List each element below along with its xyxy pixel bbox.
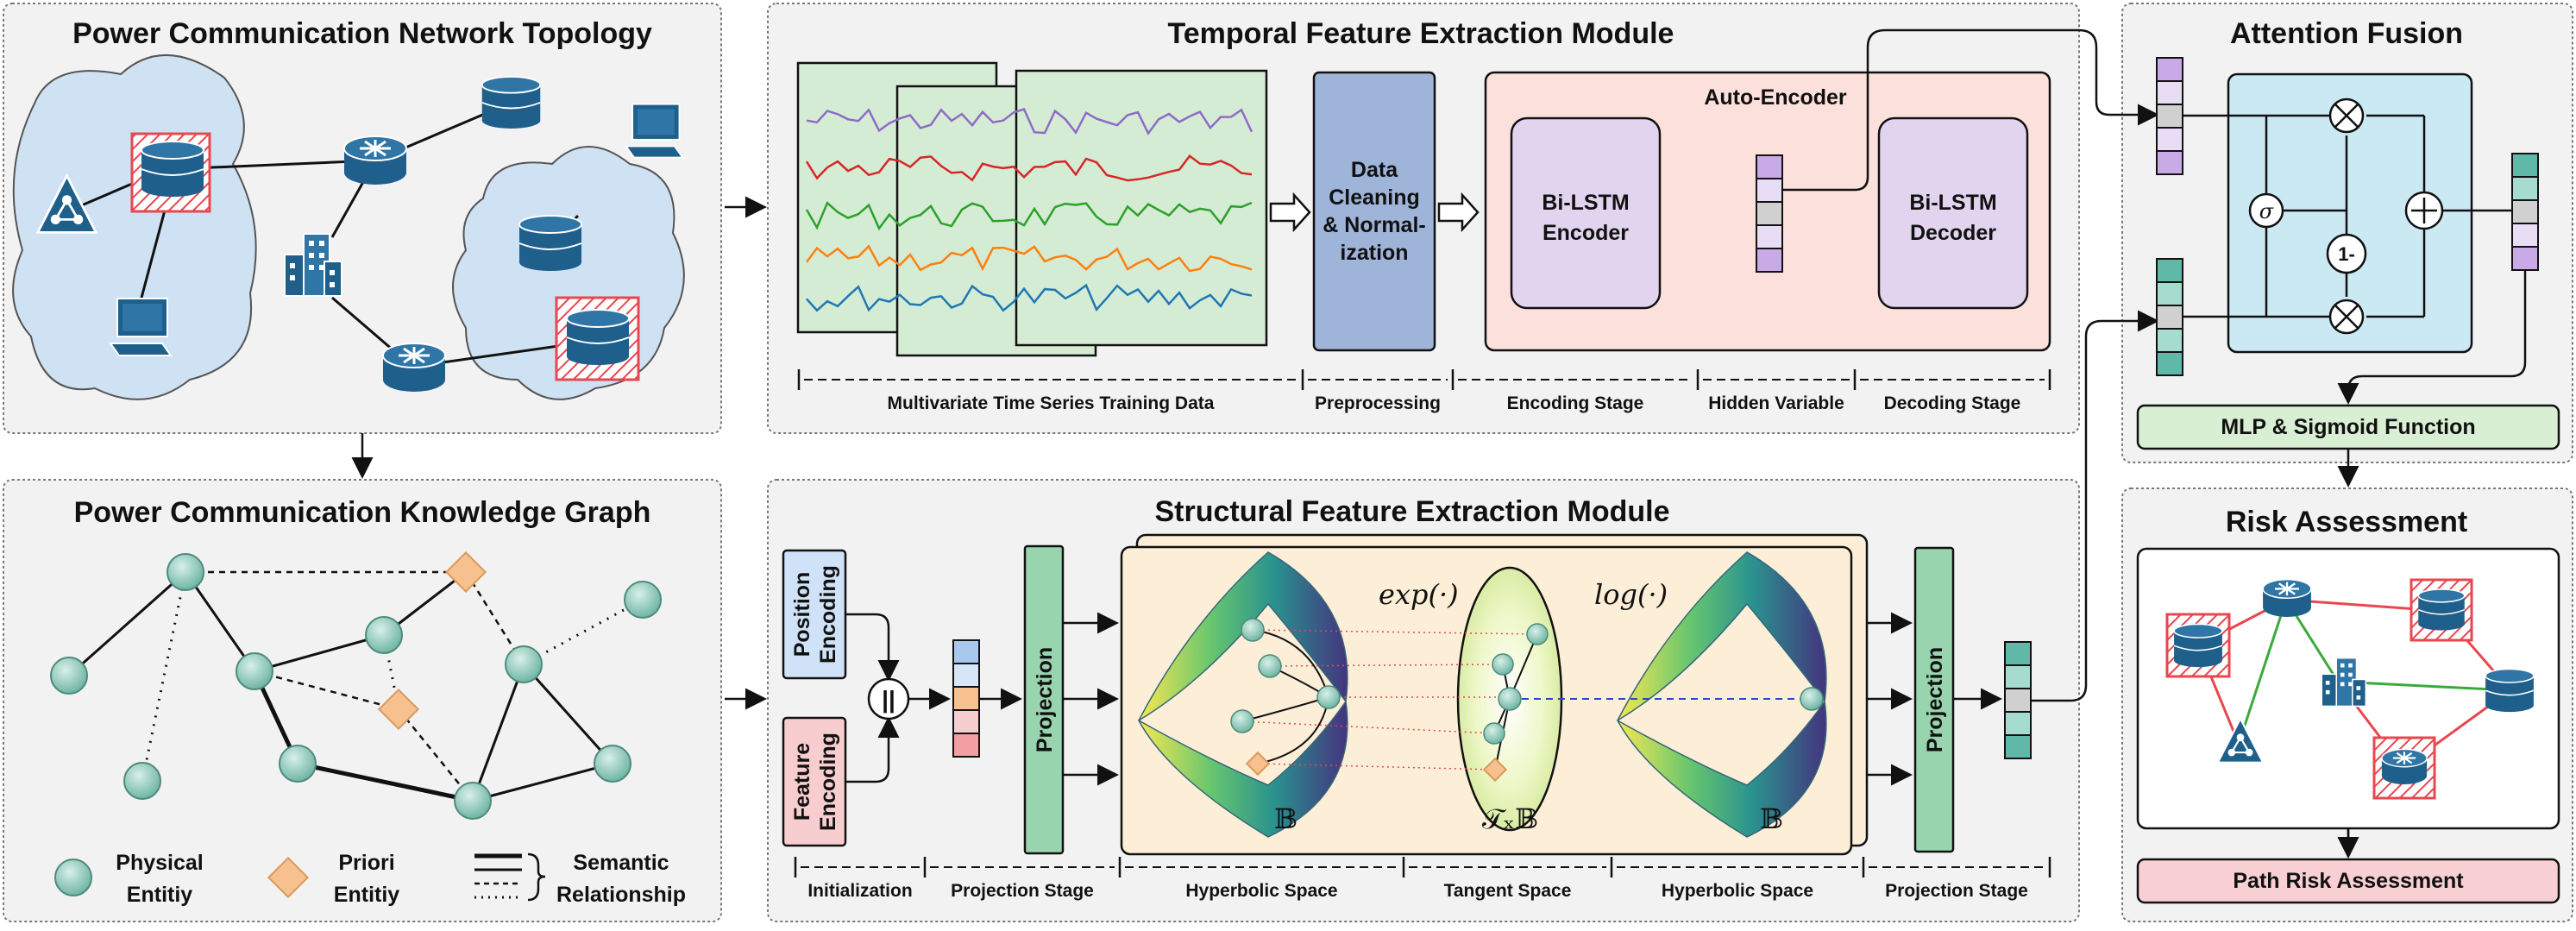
stage-label: Decoding Stage (1884, 393, 2021, 413)
path-risk-box (2136, 858, 2560, 904)
decoder-l1: Bi-LSTM (1909, 191, 1996, 215)
decoder-box (1877, 116, 2029, 310)
stage-label: Initialization (807, 881, 912, 901)
multiply-op-top (2328, 98, 2365, 134)
concat-symbol: || (882, 686, 895, 713)
multiply-op-bottom (2328, 299, 2365, 335)
poincare-surface-left (1137, 551, 1348, 838)
hidden-vector (1756, 154, 1783, 273)
structural-input-vector (2156, 258, 2183, 376)
kg-legend: Physical Entitiy Priori Entitiy Semantic… (54, 851, 686, 907)
database-icon (141, 141, 204, 198)
legend-semantic-l2: Relationship (556, 883, 686, 907)
computer-icon (110, 298, 172, 356)
log-map-label: log(·) (1594, 578, 1668, 611)
stage-label: Tangent Space (1444, 881, 1572, 901)
svg-text:ization: ization (1340, 241, 1408, 265)
database-icon (481, 75, 542, 129)
svg-text:σ: σ (2259, 199, 2274, 223)
encoder-l2: Encoder (1542, 221, 1629, 245)
preprocess-text: Data Cleaning & Normal- ization (1323, 158, 1425, 265)
structural-stages: Initialization Projection Stage Hyperbolic… (794, 857, 2051, 901)
encoder-box (1510, 116, 1662, 310)
attention-title: Attention Fusion (2230, 17, 2463, 50)
auto-encoder-label: Auto-Encoder (1704, 85, 1847, 110)
init-vector (952, 639, 980, 758)
structural-title: Structural Feature Extraction Module (1155, 495, 1670, 528)
temporal-stages: Multivariate Time Series Training Data Pr… (797, 369, 2051, 413)
one-minus-gate: 1- (2326, 233, 2367, 274)
hidden-to-attention-arrow (1782, 28, 2159, 192)
feature-encoding-l1: Feature (790, 743, 814, 821)
time-series-stack (796, 61, 1268, 357)
stage-label: Encoding Stage (1507, 393, 1644, 413)
preprocess-box (1312, 71, 1436, 352)
mlp-sigmoid-label: MLP & Sigmoid Function (2221, 415, 2475, 439)
legend-physical-l2: Entitiy (127, 883, 192, 907)
sigma-gate: σ (2248, 192, 2284, 229)
structural-output-vector (2004, 641, 2032, 759)
topology-network (12, 54, 685, 400)
database-icon (518, 215, 582, 272)
time-series-line (806, 283, 1253, 312)
feature-encoding-l2: Encoding (816, 733, 840, 831)
risk-network (2165, 578, 2535, 800)
stage-label: Preprocessing (1315, 393, 1441, 413)
projection-left-label: Projection (1033, 647, 1057, 752)
poincare-surface-right (1616, 551, 1827, 838)
mapping-lines (1241, 629, 1538, 771)
legend-physical-l1: Physical (116, 851, 203, 875)
time-series-line (805, 201, 1253, 231)
stage-label: Hyperbolic Space (1662, 881, 1813, 901)
legend-priori-l2: Entitiy (334, 883, 399, 907)
time-series-line (805, 244, 1253, 273)
svg-text:& Normal-: & Normal- (1323, 213, 1425, 237)
router-icon (342, 135, 408, 186)
temporal-title: Temporal Feature Extraction Module (1168, 17, 1674, 50)
position-encoding-l2: Encoding (816, 565, 840, 664)
decoder-l2: Decoder (1910, 221, 1996, 245)
knowledge-graph (50, 550, 662, 820)
exp-map-label: exp(·) (1379, 578, 1459, 611)
panel-arrows (351, 196, 2359, 859)
attention-box (2227, 72, 2473, 354)
legend-priori-l1: Priori (338, 851, 394, 875)
stage-label: Hidden Variable (1708, 393, 1844, 413)
stage-label: Projection Stage (1885, 881, 2028, 901)
encoder-l1: Bi-LSTM (1542, 191, 1629, 215)
attention-wires (2183, 114, 2512, 318)
time-series-line (806, 107, 1253, 135)
stage-label: Hyperbolic Space (1185, 881, 1337, 901)
knowledge-graph-title: Power Communication Knowledge Graph (74, 496, 651, 529)
legend-semantic-l1: Semantic (573, 851, 669, 875)
position-encoding-l1: Position (790, 572, 814, 657)
time-series-line (805, 154, 1253, 182)
graph-nodes-hyperbolic (1230, 618, 1824, 745)
fused-vector (2511, 153, 2539, 271)
risk-title: Risk Assessment (2226, 506, 2467, 538)
path-risk-label: Path Risk Assessment (2233, 869, 2464, 893)
hyperbolic-b-right: 𝔹 (1760, 802, 1783, 835)
svg-text:1-: 1- (2338, 243, 2355, 265)
topology-title: Power Communication Network Topology (72, 17, 652, 50)
computer-icon (625, 103, 684, 159)
tangent-space-label: 𝒯ₓ𝔹 (1482, 802, 1538, 835)
svg-text:Cleaning: Cleaning (1329, 186, 1420, 210)
database-icon (566, 309, 630, 366)
temporal-input-vector (2156, 57, 2183, 175)
hyperbolic-b-left: 𝔹 (1274, 802, 1297, 835)
stage-label: Multivariate Time Series Training Data (888, 393, 1215, 413)
router-icon (381, 342, 447, 393)
stage-label: Projection Stage (951, 881, 1094, 901)
add-op (2404, 191, 2444, 230)
svg-text:Data: Data (1351, 158, 1398, 182)
structural-to-attention-arrow (2031, 310, 2159, 702)
projection-right-label: Projection (1923, 647, 1947, 752)
